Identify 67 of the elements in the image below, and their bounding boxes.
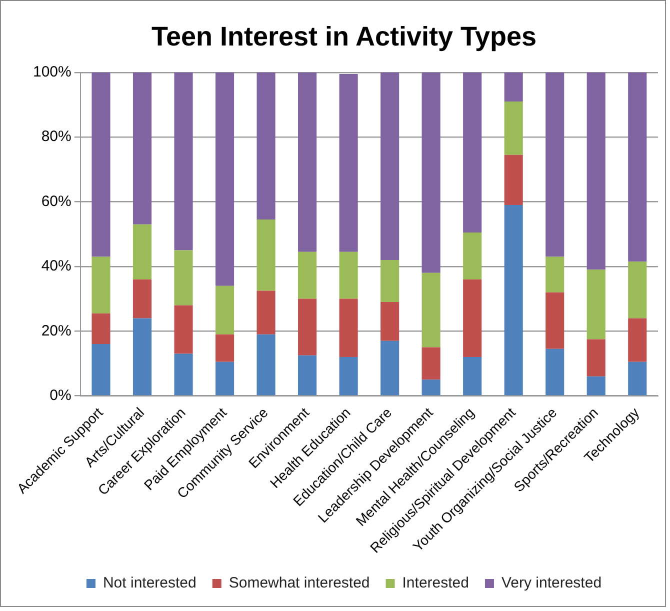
y-tick-label: 0% bbox=[50, 386, 72, 404]
bar bbox=[504, 204, 523, 396]
bar bbox=[132, 72, 152, 224]
bar bbox=[256, 334, 276, 396]
bar bbox=[380, 260, 400, 302]
bar bbox=[92, 344, 110, 396]
bar bbox=[298, 298, 317, 356]
bar bbox=[92, 313, 110, 344]
bar bbox=[628, 262, 647, 318]
bar bbox=[546, 348, 564, 396]
bar bbox=[463, 279, 482, 357]
bar bbox=[586, 339, 606, 376]
bar bbox=[380, 302, 400, 341]
bar bbox=[256, 220, 276, 291]
bar bbox=[174, 305, 193, 354]
bar bbox=[339, 298, 358, 357]
bar bbox=[463, 232, 482, 280]
bar bbox=[463, 72, 482, 232]
bar bbox=[628, 318, 647, 362]
bar bbox=[422, 347, 440, 380]
bar bbox=[546, 72, 564, 257]
bar bbox=[92, 256, 110, 314]
bar bbox=[380, 340, 400, 396]
bar bbox=[339, 252, 358, 299]
bar bbox=[504, 102, 523, 155]
bar bbox=[92, 72, 110, 257]
bar bbox=[628, 72, 647, 262]
bar bbox=[298, 252, 317, 299]
y-tick-label: 20% bbox=[41, 322, 72, 340]
legend-label: Not interested bbox=[102, 574, 196, 592]
bar bbox=[504, 72, 523, 102]
bar bbox=[298, 72, 317, 252]
bar bbox=[339, 357, 358, 396]
bar bbox=[132, 279, 152, 318]
bar bbox=[504, 154, 523, 205]
y-tick-label: 80% bbox=[41, 128, 72, 146]
bar bbox=[339, 74, 358, 252]
bar bbox=[380, 72, 400, 260]
bar bbox=[422, 272, 440, 348]
bar bbox=[463, 357, 482, 396]
bar bbox=[256, 290, 276, 334]
bar bbox=[132, 318, 152, 396]
bar bbox=[132, 224, 152, 280]
bar bbox=[215, 286, 234, 334]
legend-label: Somewhat interested bbox=[228, 574, 370, 592]
bar bbox=[174, 354, 193, 396]
bar bbox=[586, 72, 606, 270]
bar bbox=[215, 334, 234, 362]
bar bbox=[586, 270, 606, 340]
bar bbox=[256, 72, 276, 220]
bar bbox=[628, 362, 647, 396]
bar bbox=[422, 380, 440, 396]
legend-label: Interested bbox=[402, 574, 469, 592]
bar bbox=[174, 250, 193, 306]
y-tick-label: 40% bbox=[41, 258, 72, 275]
bar bbox=[215, 72, 234, 286]
bar bbox=[422, 72, 440, 273]
bar bbox=[174, 72, 193, 250]
bar bbox=[586, 376, 606, 396]
bar bbox=[298, 355, 317, 396]
y-tick-label: 100% bbox=[32, 64, 72, 81]
chart-title: Teen Interest in Activity Types bbox=[151, 22, 537, 52]
bar bbox=[546, 292, 564, 349]
legend-label: Very interested bbox=[501, 574, 602, 592]
bar bbox=[546, 256, 564, 292]
bar bbox=[215, 362, 234, 396]
y-tick-label: 60% bbox=[41, 192, 72, 210]
